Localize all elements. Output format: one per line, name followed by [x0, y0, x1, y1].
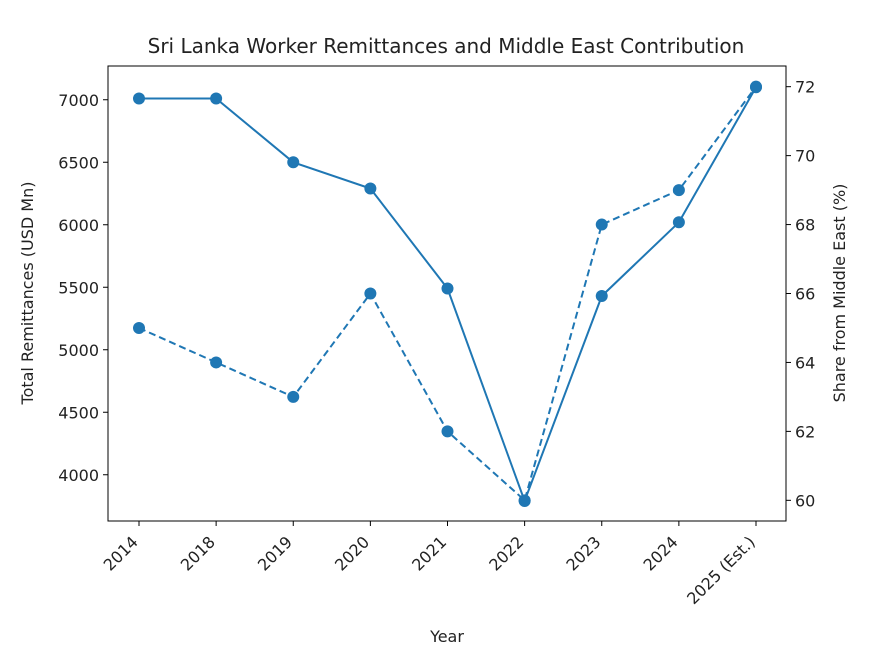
x-axis-ticks: 2014 2018 2019 2020 2021 2022 2023 2024 2025 (Es… [100, 521, 759, 608]
right-y-tick-label: 62 [795, 422, 815, 441]
total-remittances-point [133, 92, 145, 105]
x-tick-label: 2014 [100, 532, 142, 574]
middle-east-share-point [672, 184, 685, 197]
total-remittances-point [210, 92, 223, 105]
x-tick-label: 2022 [485, 532, 527, 574]
middle-east-share-point [133, 321, 145, 334]
total-remittances-point [672, 216, 685, 229]
total-remittances-point [441, 282, 454, 295]
right-y-tick-label: 66 [795, 285, 815, 304]
left-y-tick-label: 7000 [58, 91, 99, 110]
x-tick-label: 2021 [408, 532, 450, 574]
series-layer [133, 80, 762, 507]
left-y-axis-label: Total Remittances (USD Mn) [18, 182, 37, 406]
left-y-axis-ticks: 4000 4500 5000 5500 6000 6500 7000 [58, 91, 108, 485]
right-y-tick-label: 70 [795, 147, 815, 166]
x-axis-label: Year [429, 627, 464, 646]
middle-east-share-point [595, 218, 608, 231]
middle-east-share-point [441, 425, 454, 438]
total-remittances-point [287, 156, 300, 169]
right-y-tick-label: 68 [795, 216, 815, 235]
right-y-axis-label: Share from Middle East (%) [830, 184, 849, 403]
left-y-tick-label: 5000 [58, 341, 99, 360]
middle-east-share-point [518, 494, 531, 507]
x-tick-label: 2018 [177, 532, 219, 574]
right-y-tick-label: 60 [795, 491, 815, 510]
x-tick-label: 2024 [639, 532, 681, 574]
middle-east-share-point [210, 356, 223, 369]
right-y-axis-ticks: 60 62 64 66 68 70 72 [786, 78, 815, 510]
x-tick-label: 2023 [562, 532, 604, 574]
middle-east-share-point [750, 80, 762, 93]
left-y-tick-label: 4000 [58, 466, 99, 485]
total-remittances-point [364, 182, 377, 195]
x-tick-label: 2020 [331, 532, 373, 574]
chart-title: Sri Lanka Worker Remittances and Middle … [148, 34, 745, 58]
left-y-tick-label: 4500 [58, 403, 99, 422]
x-tick-label: 2025 (Est.) [683, 532, 759, 608]
left-y-tick-label: 5500 [58, 278, 99, 297]
left-y-tick-label: 6500 [58, 153, 99, 172]
middle-east-share-point [364, 287, 377, 300]
total-remittances-point [595, 290, 608, 302]
x-tick-label: 2019 [254, 532, 296, 574]
right-y-tick-label: 64 [795, 353, 815, 372]
left-y-tick-label: 6000 [58, 216, 99, 235]
right-y-tick-label: 72 [795, 78, 815, 97]
middle-east-share-point [287, 390, 300, 403]
